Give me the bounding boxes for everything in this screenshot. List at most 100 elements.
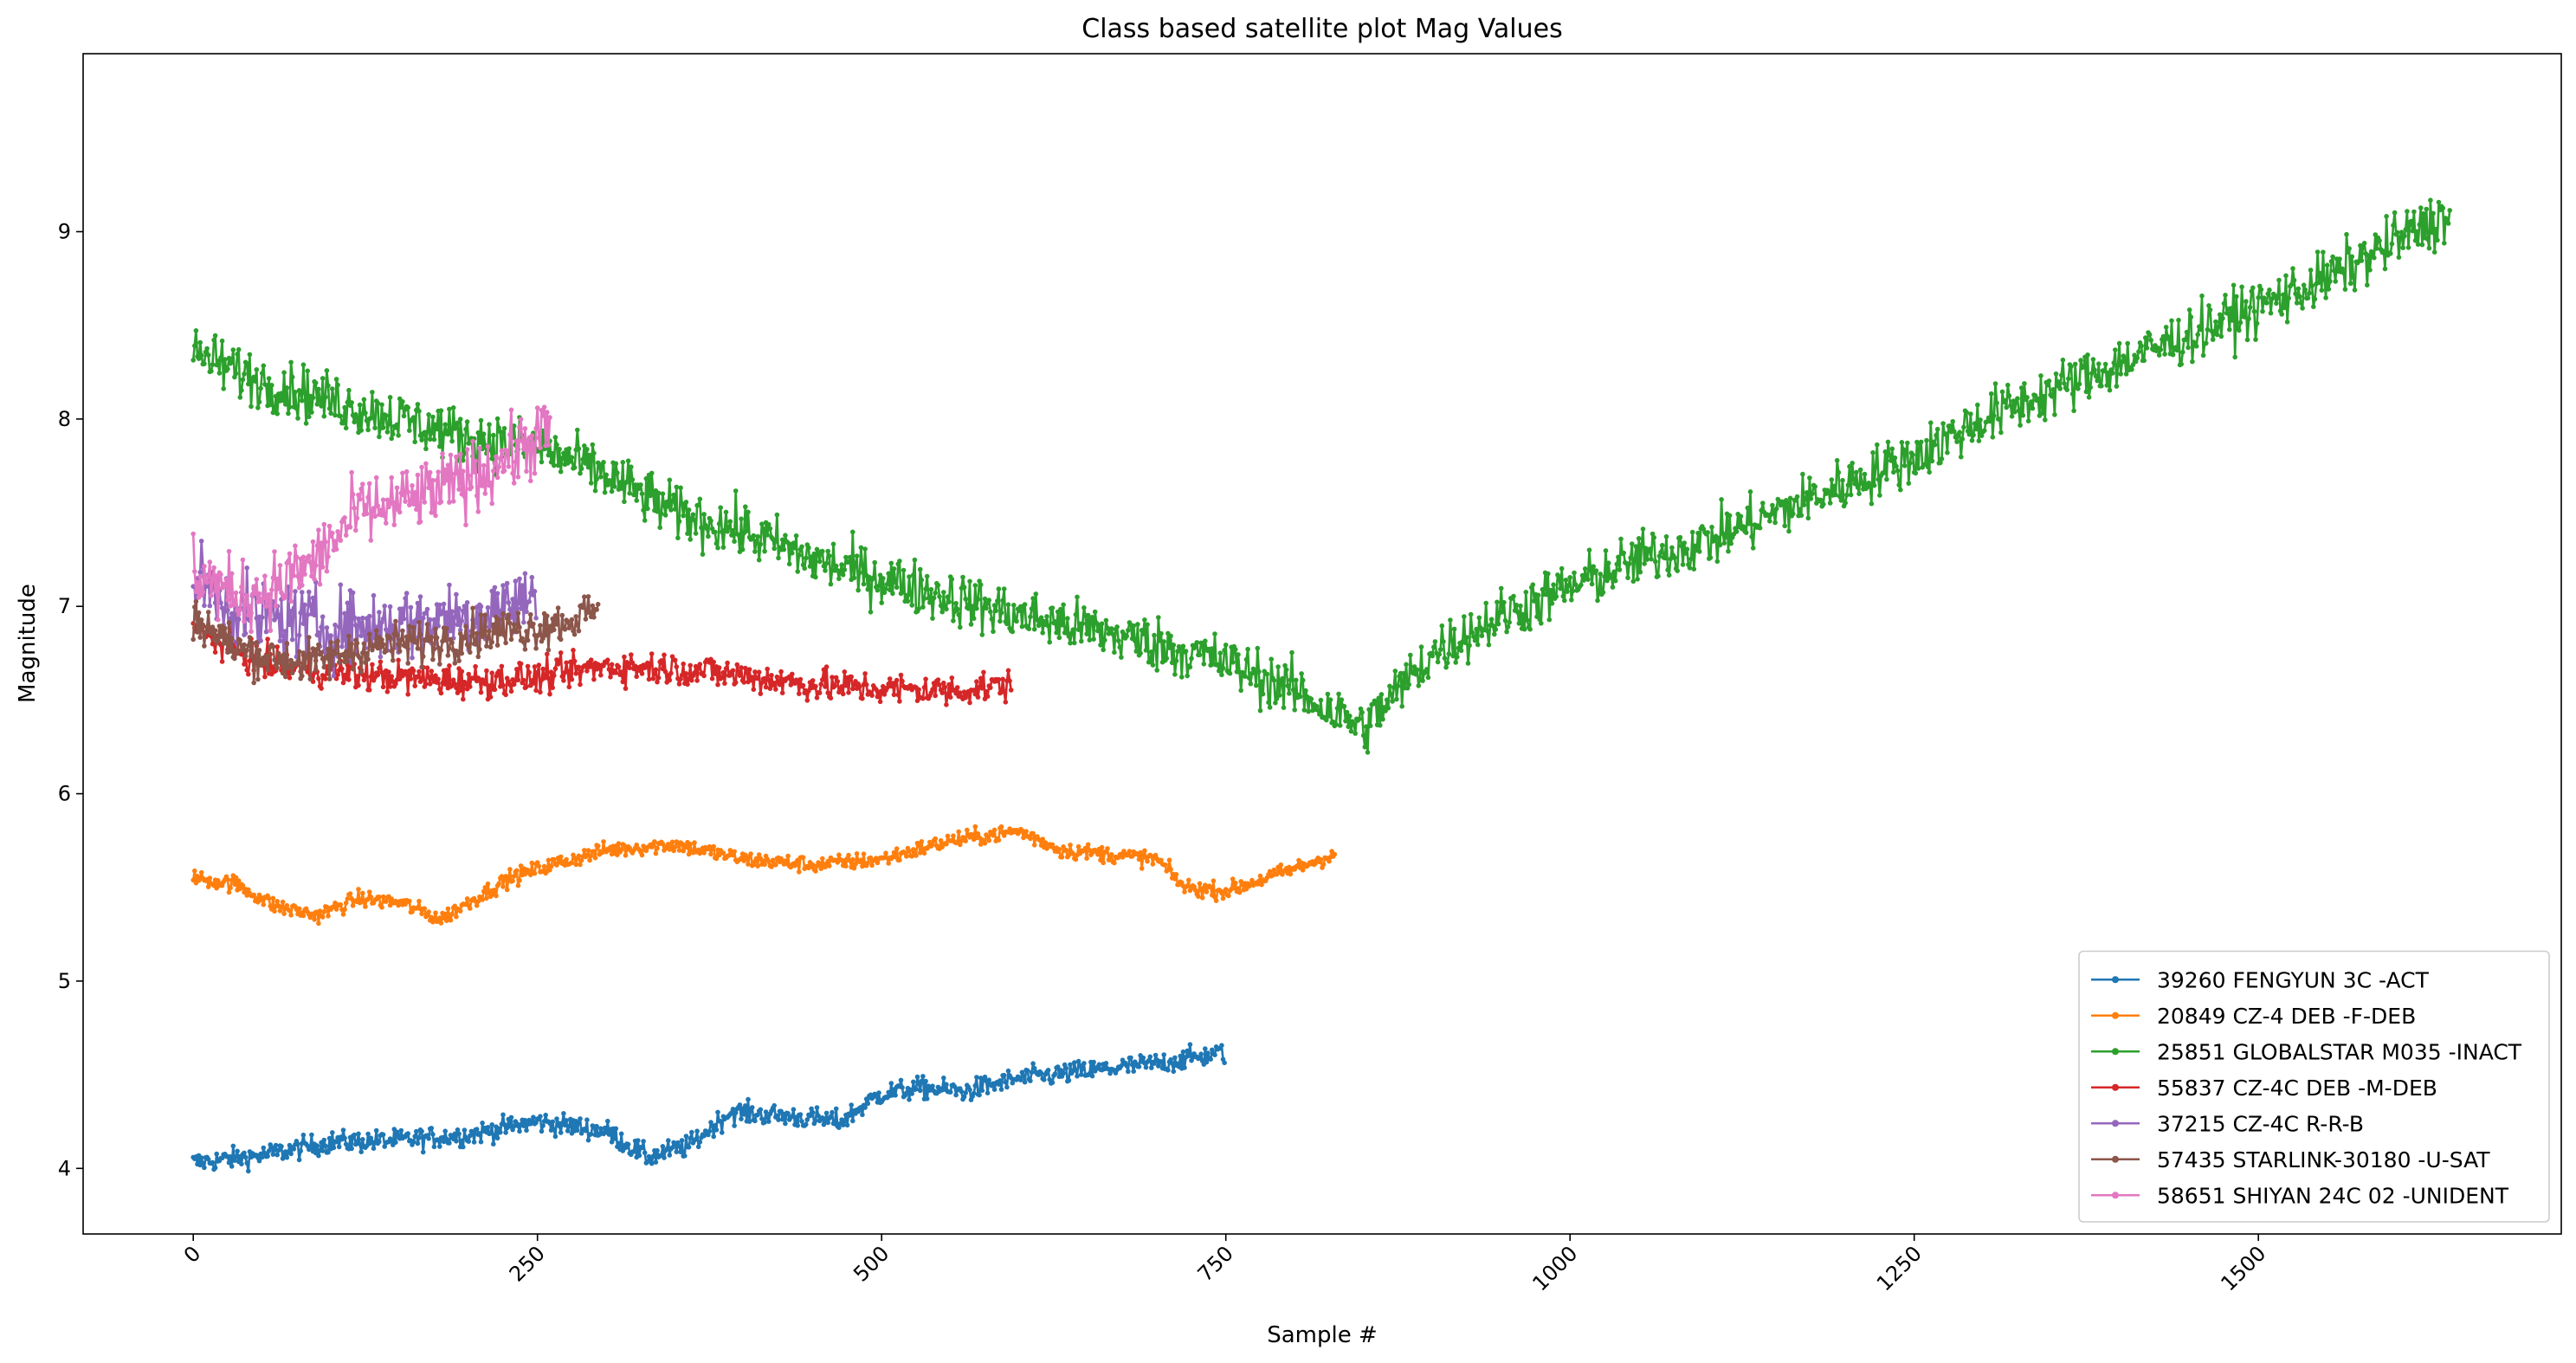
data-point [410,655,415,661]
data-point [817,559,823,565]
data-point [1826,489,1831,494]
data-point [366,889,372,895]
data-point [1976,438,1982,443]
data-point [746,509,751,515]
data-point [1288,677,1294,682]
data-point [984,688,989,694]
data-point [226,889,232,895]
data-point [339,666,345,672]
data-point [244,361,250,366]
data-point [797,676,804,682]
data-point [225,366,230,371]
data-point [1621,550,1626,556]
data-point [952,1084,958,1089]
data-point [930,616,935,621]
data-point [2056,379,2062,384]
data-point [2005,382,2011,388]
data-point [840,691,846,697]
data-point [229,610,235,617]
data-point [511,873,517,879]
data-point [379,905,384,910]
data-point [525,637,531,643]
data-point [1602,574,1607,579]
data-point [847,1113,853,1118]
data-point [809,1106,814,1112]
data-point [356,682,361,688]
data-point [473,458,478,464]
data-point [1959,436,1966,442]
data-point [276,586,281,591]
data-point [1359,709,1365,715]
data-point [978,675,984,682]
data-point [1192,888,1198,893]
data-point [1821,501,1826,507]
data-point [389,436,395,442]
data-point [400,606,405,611]
data-point [1507,619,1512,625]
data-point [198,869,204,875]
data-point [668,507,674,513]
data-point [434,635,440,641]
data-point [916,606,921,611]
data-point [2308,268,2314,273]
data-point [343,649,349,655]
data-point [909,1091,914,1096]
legend-marker [2112,1155,2119,1163]
data-point [454,648,459,654]
data-point [1688,556,1694,562]
data-point [366,481,372,487]
data-point [522,1117,528,1123]
data-point [690,512,696,517]
data-point [1294,677,1299,683]
data-point [320,614,326,619]
data-point [1888,458,1894,463]
data-point [1112,649,1117,656]
data-point [1413,671,1418,677]
data-point [377,665,382,671]
data-point [578,857,584,863]
data-point [1105,846,1110,851]
data-point [229,571,235,577]
data-point [858,545,864,551]
data-point [494,416,500,422]
data-point [1743,530,1749,535]
data-point [375,672,381,678]
data-point [2071,408,2076,414]
data-point [1987,418,1992,424]
data-point [233,875,239,881]
data-point [440,1134,445,1140]
data-point [1103,617,1109,623]
data-point [515,600,521,606]
data-point [2326,287,2332,292]
data-point [972,1082,978,1088]
data-point [1544,591,1549,598]
data-point [545,651,550,657]
data-point [415,646,421,651]
data-point [1274,696,1280,701]
data-point [405,489,411,494]
data-point [1714,559,1721,565]
data-point [891,692,897,698]
data-point [580,456,585,462]
data-point [321,909,327,914]
data-point [533,425,539,431]
data-point [310,539,316,545]
data-point [247,604,253,609]
data-point [410,483,415,488]
data-point [939,690,945,695]
data-point [485,443,491,449]
data-point [2083,389,2089,395]
data-point [342,515,347,520]
data-point [485,1125,491,1130]
data-point [830,675,835,680]
data-point [546,675,552,682]
data-point [366,631,372,637]
data-point [2102,361,2108,367]
data-point [946,682,952,688]
data-point [232,656,237,662]
data-point [1609,572,1614,578]
data-point [1767,519,1772,524]
data-point [528,611,533,617]
data-point [1740,524,1746,529]
data-point [1827,501,1833,506]
